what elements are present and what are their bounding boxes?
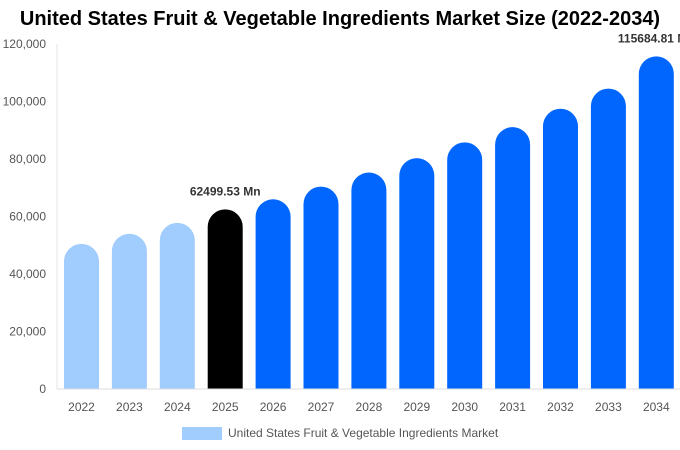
bar-2032 [543, 108, 578, 389]
bar-2022 [64, 243, 99, 389]
data-label-2025: 62499.53 Mn [190, 184, 261, 198]
bar-2027 [303, 186, 339, 389]
x-tick-label: 2030 [451, 400, 478, 414]
legend-label: United States Fruit & Vegetable Ingredie… [228, 426, 499, 440]
x-tick-label: 2029 [403, 400, 430, 414]
y-tick-label: 100,000 [3, 95, 47, 109]
x-tick-label: 2024 [164, 400, 191, 414]
y-axis: 0 20,000 40,000 60,000 80,000 100,000 120,000 [3, 37, 58, 396]
y-tick-label: 0 [39, 382, 46, 396]
bar-2033 [590, 88, 626, 389]
chart-title: United States Fruit & Vegetable Ingredie… [19, 8, 661, 30]
bar-2023 [111, 233, 147, 389]
x-tick-label: 2026 [260, 400, 287, 414]
x-tick-label: 2025 [212, 400, 239, 414]
x-tick-label: 2034 [643, 400, 670, 414]
y-tick-label: 60,000 [9, 210, 46, 224]
data-label-2034: 115684.81 Mn [618, 31, 680, 45]
y-tick-label: 120,000 [3, 37, 47, 51]
bar-2025 [207, 209, 243, 389]
bar-2024 [159, 222, 195, 389]
x-axis: 2022 2023 2024 2025 2026 2027 2028 2029 2030 2031… [57, 388, 680, 414]
bar-2026 [255, 199, 291, 389]
legend-swatch [182, 426, 222, 440]
x-tick-label: 2033 [595, 400, 622, 414]
bar-2034 [638, 56, 674, 389]
bar-2029 [399, 158, 435, 389]
x-tick-label: 2022 [68, 400, 95, 414]
x-tick-label: 2023 [116, 400, 143, 414]
bars [64, 56, 674, 389]
x-tick-label: 2032 [547, 400, 574, 414]
bar-2030 [447, 142, 483, 389]
bar-2031 [495, 127, 531, 389]
legend: United States Fruit & Vegetable Ingredie… [182, 426, 498, 440]
y-tick-label: 20,000 [9, 325, 46, 339]
x-tick-label: 2028 [356, 400, 383, 414]
y-tick-label: 40,000 [9, 267, 46, 281]
x-tick-label: 2027 [308, 400, 335, 414]
y-tick-label: 80,000 [9, 152, 46, 166]
x-tick-label: 2031 [499, 400, 526, 414]
bar-2028 [351, 172, 387, 389]
data-labels: 62499.53 Mn 115684.81 Mn [190, 31, 680, 198]
